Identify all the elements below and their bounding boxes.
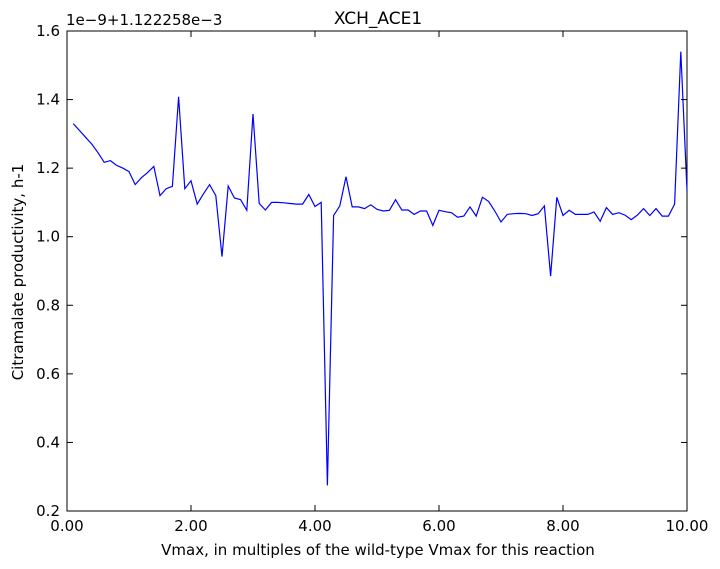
- x-tick-label: 0.00: [50, 517, 83, 535]
- y-tick-label: 1.4: [36, 91, 60, 109]
- x-tick-label: 10.00: [666, 517, 709, 535]
- x-axis-label: Vmax, in multiples of the wild-type Vmax…: [161, 541, 595, 559]
- y-tick-label: 0.4: [36, 433, 60, 451]
- axis-offset-text: 1e−9+1.122258e−3: [66, 11, 222, 29]
- x-tick-label: 8.00: [546, 517, 579, 535]
- y-tick-label: 1.6: [36, 22, 60, 40]
- y-tick-label: 0.6: [36, 365, 60, 383]
- plot-area: [66, 30, 688, 512]
- x-tick-label: 4.00: [298, 517, 331, 535]
- plot-frame: [66, 30, 688, 512]
- chart-title: XCH_ACE1: [334, 9, 422, 29]
- x-tick-label: 6.00: [422, 517, 455, 535]
- x-tick-label: 2.00: [174, 517, 207, 535]
- y-tick-label: 1.2: [36, 159, 60, 177]
- axis-ticks: 0.00 2.00 4.00 6.00 8.00 10.00 0.2 0.4 0.6 0.8 1.0…: [36, 22, 708, 535]
- y-tick-label: 0.8: [36, 296, 60, 314]
- series-line-0: [72, 51, 688, 486]
- y-axis-label: Citramalate productivity, h-1: [9, 164, 27, 381]
- y-tick-label: 0.2: [36, 502, 60, 520]
- y-tick-label: 1.0: [36, 228, 60, 246]
